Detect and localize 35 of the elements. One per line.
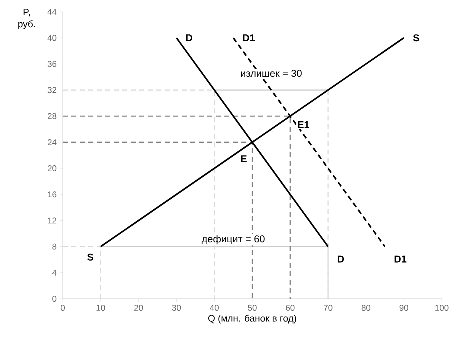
x-tick-label: 70 xyxy=(324,305,333,312)
y-tick-label: 32 xyxy=(48,87,57,94)
text: D xyxy=(338,256,344,263)
text: S xyxy=(88,254,94,261)
x-axis-title: Q (млн. банок в год) xyxy=(208,314,296,324)
y-tick-label: 20 xyxy=(48,166,57,172)
x-tick-label: 100 xyxy=(436,305,449,312)
y-axis-title: P, руб. xyxy=(18,9,36,30)
x-tick-label: 20 xyxy=(134,305,144,312)
annotation: дефицит = 60 xyxy=(202,235,265,245)
annotation: излишек = 30 xyxy=(241,70,302,78)
y-tick-label: 40 xyxy=(48,35,57,42)
annotation: E xyxy=(241,156,247,163)
annotation: E1 xyxy=(298,122,310,128)
y-tick-label: 12 xyxy=(48,218,57,224)
x-tick-label: 30 xyxy=(172,305,182,312)
x-tick-label: 0 xyxy=(60,305,66,312)
text: D1 xyxy=(394,256,407,263)
series-label: S xyxy=(413,34,420,42)
y-tick-label: 36 xyxy=(48,61,57,68)
y-tick-label: 44 xyxy=(48,9,57,15)
x-tick-label: 50 xyxy=(248,305,257,312)
y-tick-label: 4 xyxy=(52,270,57,276)
y-tick-label: 0 xyxy=(52,296,57,302)
y-tick-label: 16 xyxy=(48,192,57,198)
x-tick-label: 40 xyxy=(210,305,219,312)
series-label: D1 xyxy=(243,34,256,42)
y-tick-label: 28 xyxy=(48,113,57,120)
y-tick-label: 24 xyxy=(48,140,57,146)
series-label: D xyxy=(186,34,193,42)
x-tick-label: 60 xyxy=(286,305,295,312)
x-tick-label: 90 xyxy=(400,305,408,312)
x-tick-label: 80 xyxy=(362,305,371,312)
y-tick-label: 8 xyxy=(52,244,57,250)
x-tick-label: 10 xyxy=(96,305,106,312)
